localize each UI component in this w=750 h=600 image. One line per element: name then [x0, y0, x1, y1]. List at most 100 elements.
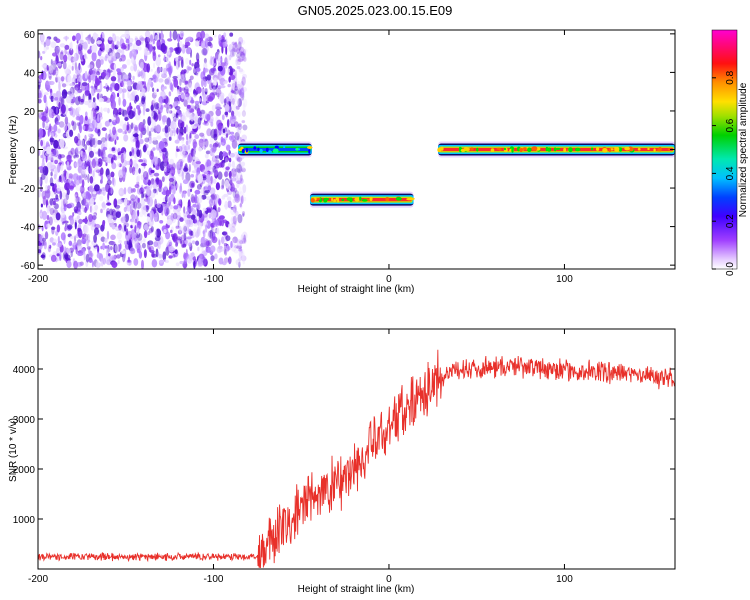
heatmap-noise-cell	[241, 237, 247, 244]
heatmap-noise-cell	[176, 85, 180, 90]
heatmap-noise-cell	[68, 185, 74, 190]
heatmap-noise-cell	[112, 33, 117, 43]
heatmap-noise-cell	[114, 44, 119, 50]
heatmap-band-texture	[359, 196, 362, 201]
heatmap-noise-cell	[222, 152, 228, 157]
heatmap-noise-cell	[107, 133, 111, 142]
heatmap-noise-cell	[240, 55, 246, 59]
heatmap-noise-cell	[161, 87, 165, 91]
heatmap-noise-cell	[217, 237, 220, 241]
heatmap-noise-cell	[219, 220, 222, 227]
heatmap-noise-cell	[101, 72, 107, 77]
heatmap-noise-cell	[181, 87, 185, 91]
heatmap-noise-cell	[168, 91, 172, 97]
heatmap-noise-cell	[97, 128, 101, 137]
heatmap-noise-cell	[126, 80, 131, 87]
heatmap-noise-cell	[147, 116, 152, 126]
heatmap-noise-cell	[233, 121, 239, 128]
heatmap-noise-cell	[164, 195, 169, 201]
heatmap-noise-cell	[92, 97, 96, 103]
heatmap-noise-cell	[133, 51, 137, 56]
heatmap-noise-cell	[112, 40, 115, 50]
heatmap-noise-cell	[195, 67, 201, 72]
heatmap-noise-cell	[77, 145, 83, 150]
heatmap-noise-cell	[242, 211, 245, 216]
heatmap-noise-cell	[214, 253, 218, 260]
heatmap-noise-cell	[56, 99, 60, 107]
heatmap-noise-cell	[109, 83, 113, 93]
heatmap-ytick-label: 60	[24, 30, 36, 41]
heatmap-noise-cell	[88, 257, 93, 263]
heatmap-noise-cell	[40, 32, 45, 42]
heatmap-noise-cell	[76, 262, 83, 267]
heatmap-noise-cell	[72, 61, 75, 66]
heatmap-noise-cell	[238, 249, 243, 259]
heatmap-noise-cell	[39, 234, 44, 244]
heatmap-noise-cell	[88, 247, 91, 256]
heatmap-band-texture	[667, 148, 671, 151]
heatmap-noise-cell	[89, 244, 93, 249]
heatmap-noise-cell	[234, 41, 238, 48]
heatmap-noise-cell	[54, 96, 59, 101]
heatmap-noise-cell	[122, 131, 128, 135]
heatmap-noise-cell	[150, 104, 154, 111]
heatmap-noise-cell	[113, 64, 117, 69]
heatmap-noise-cell	[153, 212, 158, 223]
heatmap-noise-cell	[202, 221, 208, 227]
heatmap-noise-cell	[130, 218, 135, 223]
heatmap-noise-cell	[52, 242, 56, 246]
heatmap-noise-cell	[205, 150, 211, 155]
heatmap-noise-cell	[100, 258, 104, 267]
heatmap-noise-cell	[136, 175, 139, 183]
heatmap-noise-cell	[140, 174, 146, 181]
heatmap-noise-cell	[90, 253, 94, 257]
heatmap-noise-cell	[190, 214, 196, 220]
heatmap-noise-cell	[141, 166, 145, 174]
heatmap-noise-cell	[210, 82, 215, 87]
heatmap-noise-cell	[81, 179, 85, 188]
heatmap-noise-cell	[229, 32, 234, 37]
heatmap-noise-cell	[178, 119, 183, 124]
heatmap-noise-cell	[121, 34, 127, 38]
heatmap-noise-cell	[239, 69, 245, 75]
heatmap-noise-cell	[48, 108, 54, 118]
heatmap-noise-cell	[168, 255, 173, 259]
heatmap-noise-cell	[132, 138, 137, 142]
heatmap-noise-cell	[40, 154, 44, 159]
heatmap-noise-cell	[194, 217, 198, 225]
heatmap-noise-cell	[42, 237, 46, 242]
heatmap-noise-cell	[239, 166, 244, 170]
heatmap-noise-cell	[191, 196, 196, 204]
heatmap-noise-cell	[234, 190, 240, 199]
heatmap-noise-cell	[131, 51, 137, 58]
heatmap-noise-cell	[224, 200, 229, 210]
heatmap-noise-cell	[146, 196, 151, 205]
heatmap-noise-cell	[166, 117, 171, 127]
heatmap-noise-cell	[78, 162, 83, 173]
heatmap-noise-cell	[197, 261, 204, 266]
heatmap-noise-cell	[82, 151, 86, 156]
heatmap-noise-cell	[220, 95, 225, 104]
heatmap-noise-cell	[124, 129, 127, 134]
heatmap-noise-cell	[220, 185, 225, 190]
heatmap-noise-cell	[166, 77, 171, 86]
heatmap-noise-cell	[237, 41, 242, 51]
heatmap-noise-cell	[231, 168, 237, 172]
heatmap-band-texture	[253, 146, 257, 150]
heatmap-noise-cell	[165, 246, 170, 256]
heatmap-noise-cell	[206, 220, 211, 229]
heatmap-noise-cell	[211, 236, 218, 244]
heatmap-noise-cell	[239, 88, 245, 99]
heatmap-noise-cell	[194, 189, 201, 195]
heatmap-noise-cell	[188, 108, 195, 113]
heatmap-noise-cell	[48, 64, 54, 74]
heatmap-noise-cell	[132, 209, 138, 220]
heatmap-noise-cell	[118, 224, 122, 231]
heatmap-noise-cell	[143, 224, 150, 231]
heatmap-noise-cell	[46, 83, 51, 92]
heatmap-noise-cell	[116, 49, 122, 54]
heatmap-noise-cell	[179, 127, 184, 136]
heatmap-noise-cell	[155, 228, 162, 238]
heatmap-noise-cell	[237, 111, 241, 118]
heatmap-noise-cell	[197, 194, 203, 204]
